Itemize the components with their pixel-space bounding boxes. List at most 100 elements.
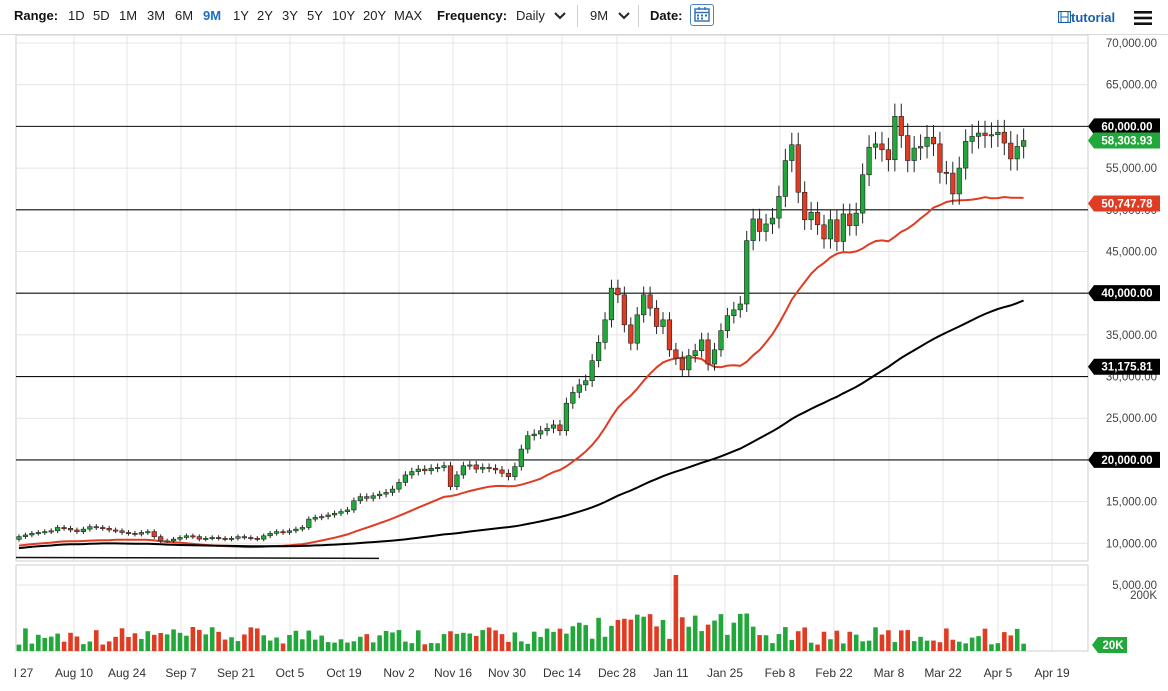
candle-body — [61, 527, 67, 529]
candle-body — [666, 319, 673, 351]
volume-bar — [744, 613, 750, 651]
volume-bar — [254, 628, 260, 651]
candle-body — [724, 315, 730, 331]
chevron-down-icon[interactable] — [553, 10, 567, 22]
range-2y-button[interactable]: 2Y — [257, 8, 273, 23]
range-1d-button[interactable]: 1D — [68, 8, 85, 23]
volume-bar — [61, 641, 67, 651]
volume-bar — [757, 635, 762, 651]
range-max-button[interactable]: MAX — [394, 8, 423, 23]
volume-bar — [808, 642, 814, 651]
candle-body — [383, 492, 389, 495]
volume-bar — [628, 619, 634, 651]
range-10y-button[interactable]: 10Y — [332, 8, 356, 23]
volume-bar — [1021, 643, 1026, 651]
candle-body — [377, 493, 383, 497]
candle-body — [756, 218, 763, 232]
volume-bar — [718, 614, 724, 651]
range-9m-button[interactable]: 9M — [203, 8, 222, 23]
volume-bar — [113, 636, 118, 651]
range-3y-button[interactable]: 3Y — [282, 8, 298, 23]
volume-bar — [377, 635, 382, 651]
range-5d-button[interactable]: 5D — [93, 8, 110, 23]
volume-bar — [106, 641, 112, 651]
range-5y-button[interactable]: 5Y — [307, 8, 323, 23]
volume-bar — [448, 631, 453, 651]
candle-body — [100, 527, 106, 529]
volume-badge — [1092, 637, 1127, 653]
range-6m-button[interactable]: 6M — [175, 8, 194, 23]
volume-bar — [306, 630, 312, 651]
volume-bar — [274, 637, 279, 651]
volume-bar — [132, 633, 138, 651]
candle-body — [183, 535, 190, 538]
volume-bar — [126, 636, 131, 651]
range-20y-button[interactable]: 20Y — [363, 8, 387, 23]
volume-bar — [216, 631, 221, 651]
volume-bar — [29, 643, 35, 651]
candle-body — [344, 509, 351, 512]
candle-body — [158, 536, 164, 542]
candle-body — [718, 330, 724, 351]
volume-bar — [319, 635, 324, 651]
candle-body — [608, 287, 615, 321]
calendar-icon[interactable] — [690, 4, 714, 26]
range-1y-button[interactable]: 1Y — [233, 8, 249, 23]
y-tick-label: 35,000.00 — [1106, 330, 1157, 342]
candle-body — [331, 512, 338, 516]
candle-body — [22, 534, 29, 537]
volume-bar — [428, 643, 434, 651]
badge-label: 20,000.00 — [1101, 455, 1152, 467]
volume-bar — [119, 628, 125, 651]
candle-body — [589, 360, 595, 382]
tutorial-link[interactable]: tutorial — [1057, 10, 1115, 25]
candle-body — [29, 533, 35, 536]
chevron-down-icon[interactable] — [617, 10, 631, 22]
range-1m-button[interactable]: 1M — [119, 8, 138, 23]
volume-bar — [731, 622, 737, 651]
candle-body — [267, 533, 273, 537]
candle-body — [917, 146, 924, 149]
volume-bar — [403, 641, 408, 651]
range-label: Range: — [14, 8, 59, 23]
candle-body — [679, 357, 685, 371]
volume-bar — [409, 643, 415, 651]
volume-bar — [345, 642, 350, 651]
candle-body — [402, 474, 409, 483]
price-chart[interactable]: l 27 Aug 10 Aug 24 Sep 7 Sep 21 Oct 5 Oct 19 No… — [0, 35, 1168, 691]
candle-body — [795, 144, 801, 193]
period-select[interactable]: 9M — [590, 8, 609, 23]
volume-bar — [242, 634, 247, 651]
volume-bar — [551, 631, 556, 651]
x-tick-label: Oct 19 — [326, 666, 362, 680]
volume-bar — [789, 639, 795, 651]
candle-body — [750, 218, 756, 241]
x-tick-label: Dec 28 — [598, 666, 636, 680]
volume-bar — [924, 640, 930, 651]
x-tick-label: Mar 8 — [874, 666, 905, 680]
y-tick-label: 15,000.00 — [1106, 497, 1157, 509]
badge-shape — [1088, 358, 1160, 375]
volume-bar — [686, 626, 692, 651]
x-tick-label: Apr 5 — [984, 666, 1013, 680]
volume-bar — [776, 634, 782, 651]
hamburger-menu-icon[interactable] — [1134, 10, 1152, 26]
candle-body — [325, 514, 331, 517]
frequency-select[interactable]: Daily — [516, 8, 545, 23]
candle-body — [525, 435, 531, 450]
candle-body — [988, 134, 995, 137]
candle-body — [956, 167, 962, 195]
volume-bar — [602, 636, 608, 651]
volume-bar — [87, 641, 93, 651]
x-tick-label: Jan 25 — [707, 666, 743, 680]
candle-body — [1021, 140, 1027, 147]
volume-bar — [338, 639, 344, 651]
candle-body — [16, 536, 22, 540]
y-tick-label: 70,000.00 — [1106, 38, 1157, 50]
volume-bar — [976, 636, 981, 651]
trend-line — [15, 556, 380, 560]
moving-average-fast-line — [18, 195, 1024, 549]
volume-bar — [589, 638, 595, 651]
volume-bar — [570, 626, 576, 651]
range-3m-button[interactable]: 3M — [147, 8, 166, 23]
